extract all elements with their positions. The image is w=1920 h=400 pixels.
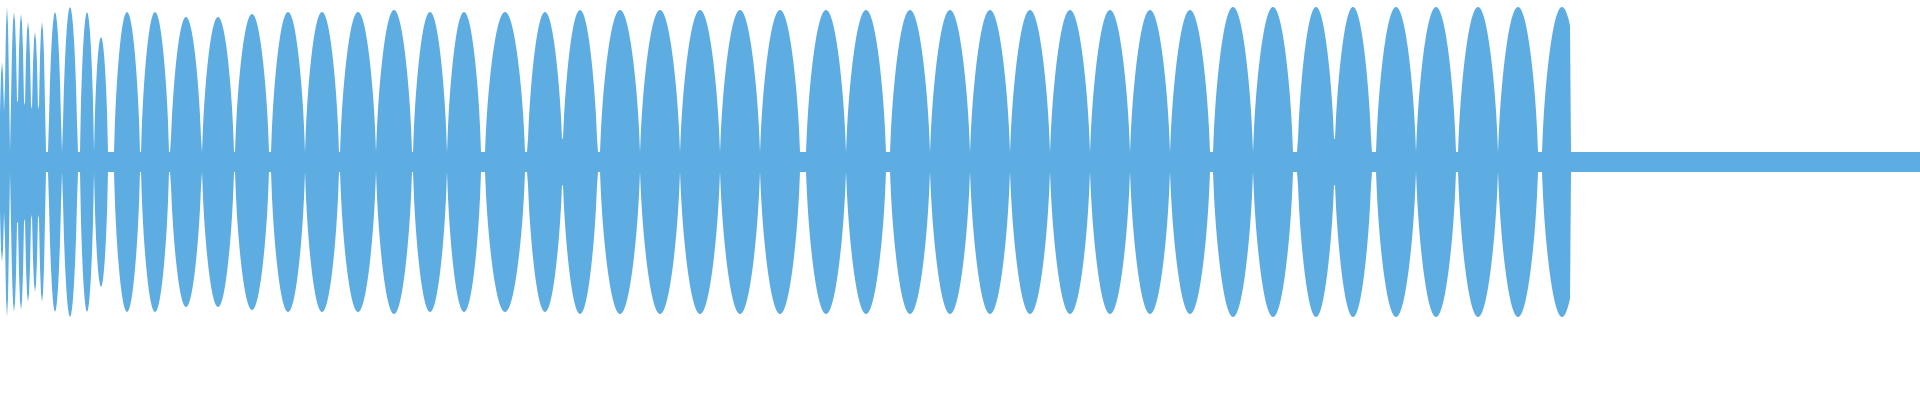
waveform-shape: [0, 7, 1920, 317]
